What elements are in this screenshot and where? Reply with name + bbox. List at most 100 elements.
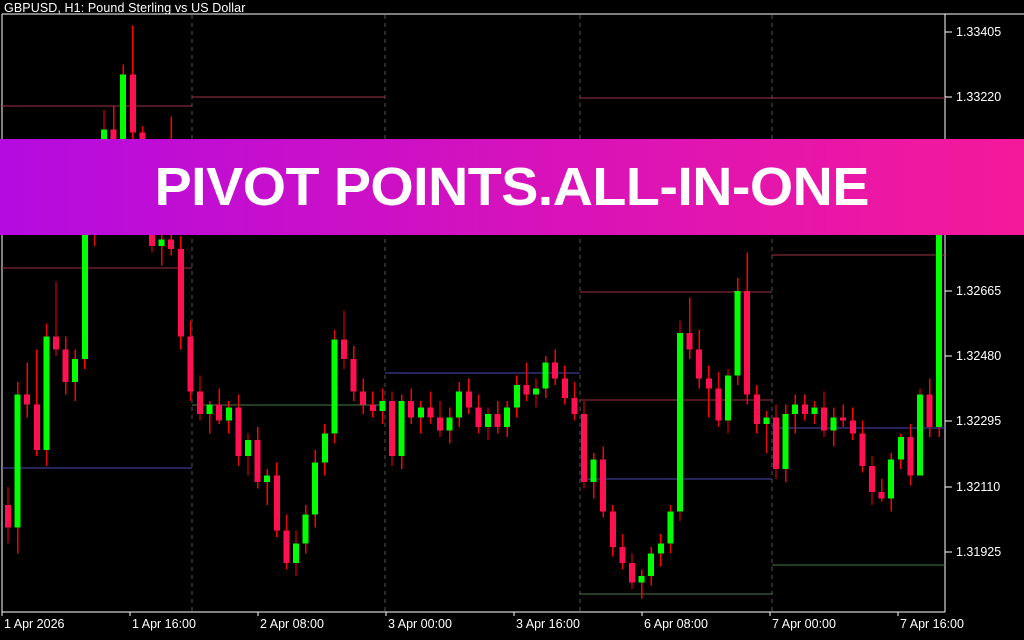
- candlestick: [792, 394, 799, 434]
- candlestick: [398, 394, 405, 470]
- candlestick: [907, 423, 914, 486]
- candlestick: [504, 401, 511, 437]
- candle-body: [552, 362, 559, 379]
- candle-body: [734, 291, 741, 376]
- candle-body: [389, 401, 395, 457]
- candle-body: [216, 404, 223, 421]
- candle-body: [561, 378, 568, 398]
- candlestick: [321, 423, 328, 476]
- price-axis-label: 1.33220: [956, 90, 1002, 104]
- candle-body: [129, 74, 136, 133]
- candlestick: [725, 368, 731, 434]
- promo-banner[interactable]: PIVOT POINTS.ALL-IN-ONE: [0, 139, 1024, 235]
- candlestick: [523, 362, 530, 402]
- candlestick: [600, 446, 607, 518]
- candlestick: [648, 546, 655, 586]
- candlestick: [897, 433, 904, 470]
- candlestick: [14, 381, 21, 554]
- candlestick: [629, 553, 635, 589]
- candlestick: [389, 391, 395, 466]
- candlestick: [177, 236, 184, 350]
- candle-body: [62, 349, 69, 382]
- candle-body: [43, 336, 50, 450]
- candlestick: [62, 336, 69, 395]
- candlestick: [715, 372, 722, 428]
- price-axis-label: 1.32110: [956, 480, 1001, 494]
- candle-body: [110, 129, 117, 146]
- candle-body: [264, 475, 271, 483]
- candlestick: [552, 349, 559, 386]
- candle-body: [293, 543, 299, 564]
- candlestick: [609, 504, 616, 557]
- time-axis-label: 6 Apr 08:00: [644, 617, 708, 631]
- candlestick: [312, 449, 319, 528]
- candlestick: [293, 530, 299, 577]
- candlestick: [369, 391, 376, 418]
- candlestick: [840, 404, 847, 428]
- candle-body: [312, 462, 319, 515]
- candle-body: [177, 249, 184, 337]
- candlestick: [72, 349, 79, 402]
- candlestick: [43, 323, 50, 466]
- candlestick: [571, 381, 578, 421]
- candlestick: [926, 378, 933, 437]
- candle-body: [427, 407, 434, 418]
- candle-body: [609, 511, 616, 547]
- candle-body: [648, 553, 655, 577]
- candle-body: [465, 391, 472, 408]
- candlestick: [619, 533, 626, 570]
- candlestick: [849, 407, 856, 441]
- candlestick: [350, 346, 357, 402]
- time-axis-label: 1 Apr 2026: [4, 617, 65, 631]
- candle-body: [235, 407, 242, 457]
- candle-body: [936, 151, 943, 428]
- candlestick: [888, 453, 895, 512]
- candle-body: [677, 333, 683, 512]
- candlestick: [657, 533, 664, 567]
- candlestick: [379, 388, 386, 424]
- candle-body: [533, 388, 539, 395]
- candle-body: [14, 394, 21, 528]
- candle-body: [619, 546, 626, 564]
- candlestick: [667, 504, 674, 554]
- candlestick: [494, 401, 501, 434]
- pivot-point-lines: [2, 96, 945, 595]
- candle-body: [600, 459, 607, 512]
- candlestick: [561, 365, 568, 405]
- candle-body: [168, 239, 175, 250]
- candle-body: [513, 385, 520, 408]
- candlestick-series: [5, 25, 943, 599]
- candle-body: [581, 414, 587, 483]
- candlestick: [254, 427, 261, 489]
- time-axis-label: 7 Apr 16:00: [900, 617, 964, 631]
- candle-body: [273, 475, 280, 531]
- candle-body: [629, 563, 635, 583]
- candlestick: [542, 355, 549, 398]
- candle-body: [696, 349, 703, 379]
- time-axis-label: 7 Apr 00:00: [772, 617, 836, 631]
- candlestick: [763, 410, 770, 454]
- candle-body: [542, 362, 549, 389]
- candlestick: [677, 320, 683, 521]
- candlestick: [869, 456, 875, 505]
- candle-body: [657, 543, 664, 554]
- candlestick: [744, 252, 751, 405]
- candle-body: [245, 440, 251, 457]
- candle-body: [869, 465, 875, 492]
- price-axis-label: 1.32295: [956, 414, 1002, 428]
- candlestick: [782, 404, 789, 483]
- axis-ticks: [1, 31, 952, 616]
- chart-frame: [1, 13, 1024, 613]
- candle-body: [283, 530, 290, 564]
- candlestick: [264, 469, 271, 505]
- candlestick: [53, 281, 59, 356]
- candlestick: [331, 329, 338, 444]
- candlestick: [705, 365, 712, 418]
- price-axis-label: 1.31925: [956, 545, 1002, 559]
- candlestick: [485, 407, 491, 441]
- candlestick: [917, 388, 923, 476]
- candle-body: [475, 407, 482, 428]
- candle-body: [773, 417, 779, 470]
